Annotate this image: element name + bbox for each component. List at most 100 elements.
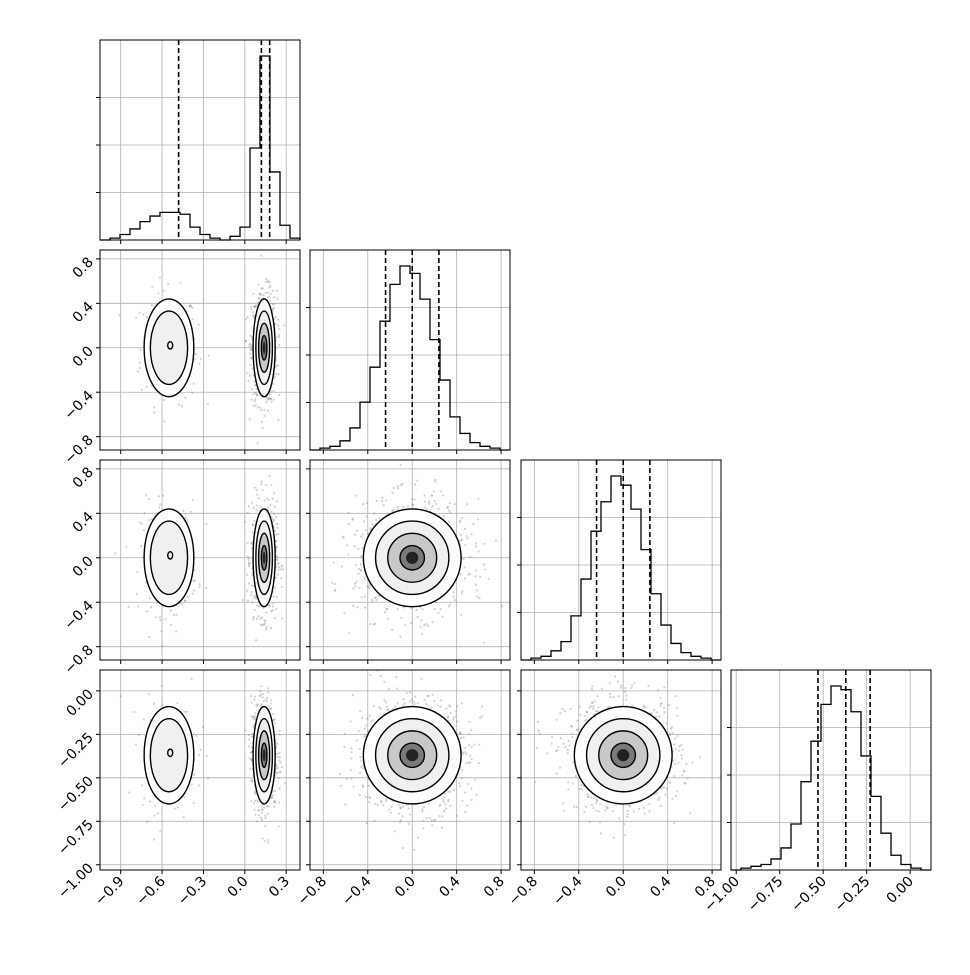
scatter-point — [414, 483, 416, 485]
scatter-point — [175, 630, 177, 632]
scatter-point — [466, 805, 468, 807]
scatter-point — [148, 498, 150, 500]
scatter-panel-0-3 — [100, 654, 300, 870]
scatter-point — [252, 374, 254, 376]
scatter-point — [450, 712, 452, 714]
scatter-point — [187, 596, 189, 598]
scatter-point — [257, 615, 259, 617]
scatter-point — [248, 562, 250, 564]
scatter-point — [424, 506, 426, 508]
scatter-point — [158, 506, 160, 508]
scatter-point — [265, 281, 267, 283]
scatter-point — [393, 487, 395, 489]
scatter-point — [585, 806, 587, 808]
scatter-point — [473, 744, 475, 746]
scatter-point — [410, 622, 412, 624]
scatter-point — [421, 633, 423, 635]
scatter-point — [476, 589, 478, 591]
scatter-point — [353, 785, 355, 787]
scatter-point — [146, 316, 148, 318]
scatter-point — [674, 695, 676, 697]
scatter-point — [153, 406, 155, 408]
scatter-point — [722, 745, 724, 747]
scatter-point — [272, 308, 274, 310]
scatter-point — [192, 593, 194, 595]
scatter-point — [255, 597, 257, 599]
scatter-point — [472, 523, 474, 525]
panel-content — [310, 669, 510, 870]
scatter-point — [142, 314, 144, 316]
scatter-point — [274, 376, 276, 378]
scatter-point — [350, 757, 352, 759]
scatter-point — [280, 568, 282, 570]
scatter-point — [391, 629, 393, 631]
scatter-point — [431, 824, 433, 826]
scatter-point — [470, 787, 472, 789]
scatter-point — [135, 317, 137, 319]
scatter-point — [623, 823, 625, 825]
hist-panel-2 — [517, 460, 721, 660]
scatter-point — [202, 726, 204, 728]
scatter-point — [279, 771, 281, 773]
scatter-point — [593, 796, 595, 798]
scatter-point — [248, 583, 250, 585]
scatter-point — [274, 617, 276, 619]
scatter-point — [355, 581, 357, 583]
scatter-point — [461, 538, 463, 540]
scatter-point — [181, 603, 183, 605]
scatter-point — [464, 791, 466, 793]
scatter-point — [450, 805, 452, 807]
scatter-point — [657, 799, 659, 801]
scatter-point — [205, 755, 207, 757]
scatter-point — [614, 675, 616, 677]
scatter-point — [441, 616, 443, 618]
scatter-point — [434, 608, 436, 610]
scatter-point — [181, 405, 183, 407]
scatter-point — [366, 585, 368, 587]
scatter-point — [363, 520, 365, 522]
scatter-point — [267, 691, 269, 693]
scatter-point — [274, 800, 276, 802]
scatter-point — [190, 511, 192, 513]
scatter-point — [483, 543, 485, 545]
scatter-point — [424, 500, 426, 502]
scatter-point — [402, 506, 404, 508]
scatter-point — [360, 535, 362, 537]
scatter-point — [409, 691, 411, 693]
scatter-point — [278, 788, 280, 790]
scatter-point — [459, 785, 461, 787]
scatter-point — [264, 840, 266, 842]
scatter-point — [276, 523, 278, 525]
scatter-point — [265, 628, 267, 630]
scatter-point — [257, 442, 259, 444]
density-peak — [406, 552, 418, 564]
scatter-point — [261, 421, 263, 423]
scatter-point — [359, 748, 361, 750]
scatter-point — [341, 536, 343, 538]
scatter-point — [159, 619, 161, 621]
scatter-point — [385, 800, 387, 802]
scatter-point — [257, 406, 259, 408]
scatter-point — [163, 290, 165, 292]
scatter-point — [274, 722, 276, 724]
scatter-point — [468, 733, 470, 735]
panel-content — [310, 460, 534, 660]
scatter-point — [648, 810, 650, 812]
scatter-point — [673, 822, 675, 824]
scatter-point — [559, 767, 561, 769]
scatter-point — [264, 622, 266, 624]
scatter-point — [278, 802, 280, 804]
scatter-point — [279, 761, 281, 763]
scatter-point — [262, 294, 264, 296]
scatter-point — [668, 704, 670, 706]
scatter-point — [402, 806, 404, 808]
scatter-point — [481, 705, 483, 707]
scatter-point — [356, 606, 358, 608]
scatter-point — [351, 517, 353, 519]
scatter-point — [186, 711, 188, 713]
scatter-point — [388, 688, 390, 690]
scatter-point — [400, 484, 402, 486]
scatter-point — [408, 823, 410, 825]
scatter-point — [259, 293, 261, 295]
scatter-point — [461, 800, 463, 802]
